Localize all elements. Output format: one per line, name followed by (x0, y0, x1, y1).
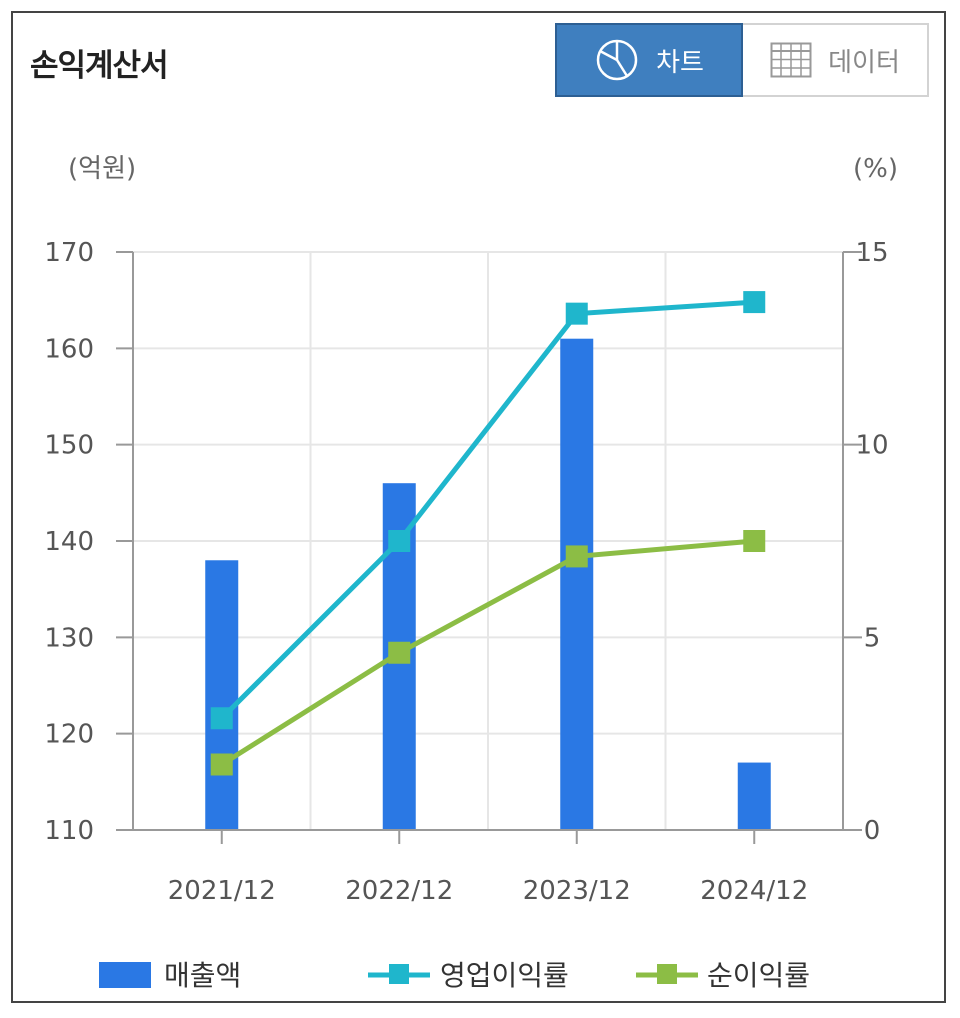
legend-label-net-margin: 순이익률 (707, 959, 810, 992)
operating-margin-point (210, 707, 233, 730)
x-tick-label: 2024/12 (700, 876, 808, 906)
view-toggle: 차트 데이터 (555, 23, 929, 97)
revenue-bar (560, 338, 594, 830)
x-tick-labels: 2021/12 2022/12 2023/12 2024/12 (168, 876, 809, 906)
net-margin-point (743, 530, 766, 552)
x-tick-label: 2022/12 (345, 876, 453, 906)
revenue-bar (205, 560, 239, 830)
net-margin-point (210, 753, 233, 776)
left-tick-labels: 170 160 150 140 130 120 110 (44, 238, 94, 846)
legend-label-operating-margin: 영업이익률 (440, 959, 569, 992)
operating-margin-line (219, 299, 755, 721)
right-tick-label: 0 (864, 816, 881, 846)
left-tick-label: 160 (44, 334, 94, 364)
data-view-label: 데이터 (828, 47, 900, 78)
chart-view-button[interactable]: 차트 (555, 23, 743, 97)
left-tick-label: 130 (44, 623, 94, 653)
net-margin-point (565, 545, 588, 568)
left-axis-unit: (억원) (68, 154, 136, 184)
legend-swatch-revenue (99, 962, 151, 988)
operating-margin-point (388, 530, 411, 552)
legend: 매출액 영업이익률 순이익률 (99, 959, 810, 992)
table-grid-icon (770, 42, 812, 78)
right-tick-label: 15 (855, 238, 888, 268)
axes (116, 251, 862, 844)
page-title: 손익계산서 (30, 48, 169, 84)
right-axis-unit: (%) (853, 154, 898, 184)
chart-frame (11, 11, 946, 1003)
right-tick-label: 5 (864, 623, 881, 653)
legend-label-revenue: 매출액 (164, 959, 241, 992)
right-tick-labels: 15 10 5 0 (855, 238, 888, 846)
net-margin-point (388, 641, 411, 664)
operating-margin-point (743, 291, 766, 314)
legend-marker-operating-margin (389, 964, 409, 984)
left-tick-label: 170 (44, 238, 94, 268)
left-tick-label: 120 (44, 720, 94, 750)
x-tick-label: 2021/12 (168, 876, 276, 906)
pie-chart-icon (596, 39, 638, 81)
x-tick-label: 2023/12 (523, 876, 631, 906)
line-series (210, 291, 766, 776)
left-tick-label: 150 (44, 431, 94, 461)
operating-margin-point (565, 302, 588, 325)
chart-view-label: 차트 (656, 47, 704, 78)
left-tick-label: 110 (44, 816, 94, 846)
legend-marker-net-margin (657, 964, 677, 984)
left-tick-label: 140 (44, 527, 94, 557)
right-tick-label: 10 (855, 431, 888, 461)
data-view-button[interactable]: 데이터 (743, 23, 929, 97)
net-margin-line (220, 538, 755, 767)
revenue-bar (737, 762, 771, 830)
